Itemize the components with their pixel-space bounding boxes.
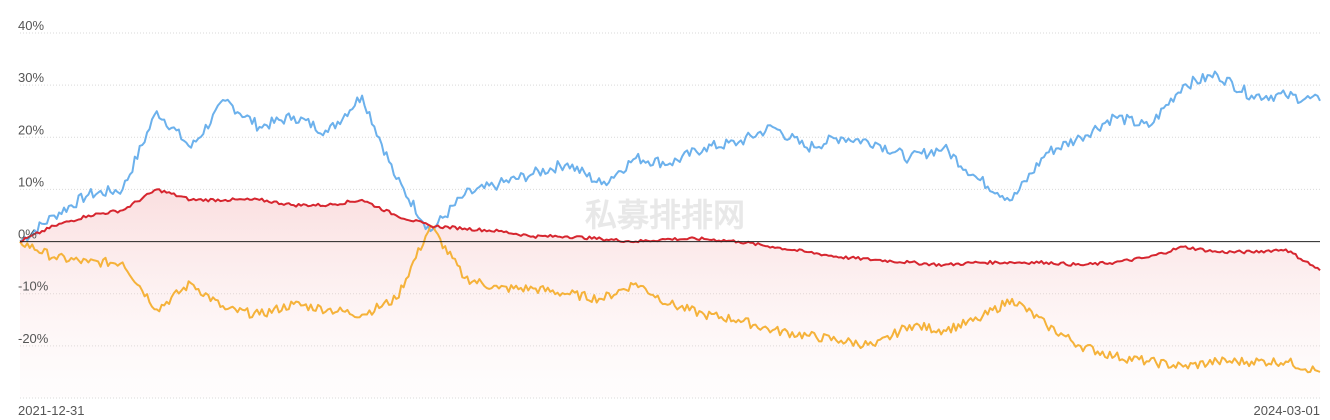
y-tick-label-1: 30% [18,70,44,85]
y-tick-label-4: 0% [18,227,37,242]
series-line-0 [19,70,1321,243]
y-tick-label-5: -10% [18,279,49,294]
label-layer: 40% 30% 20% 10% 0% -10% -20% 2021-12-31 2024-03-… [18,18,1320,418]
series-layer [19,70,1321,374]
y-tick-label-6: -20% [18,331,49,346]
watermark-text: 私募排排网 [585,196,745,234]
series-line-2 [19,188,1321,272]
y-tick-label-3: 10% [18,174,44,189]
series-line-1 [19,224,1321,374]
x-tick-label-end: 2024-03-01 [1254,403,1321,418]
y-tick-label-2: 20% [18,122,44,137]
y-tick-label-0: 40% [18,18,44,33]
x-tick-label-start: 2021-12-31 [18,403,85,418]
